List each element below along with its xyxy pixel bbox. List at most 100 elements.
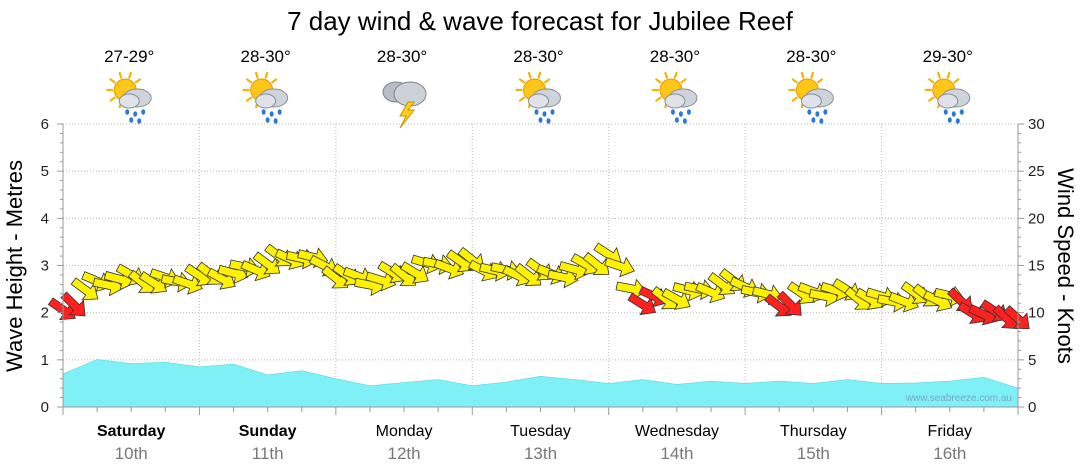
plot-area bbox=[63, 123, 1018, 408]
wind-arrow-strong bbox=[627, 292, 657, 316]
wind-arrow bbox=[70, 277, 99, 301]
right-axis-tick-label: 25 bbox=[1028, 163, 1045, 180]
day-name-label: Saturday bbox=[97, 423, 166, 440]
sun-ray bbox=[791, 78, 798, 84]
sun-cloud-rain-icon bbox=[242, 71, 289, 124]
chart-title: 7 day wind & wave forecast for Jubilee R… bbox=[287, 6, 794, 36]
left-axis-tick-label: 1 bbox=[41, 352, 49, 369]
sun-ray bbox=[271, 78, 278, 84]
wind-arrow bbox=[582, 251, 610, 276]
rain-drop bbox=[273, 118, 278, 124]
day-date-label: 13th bbox=[524, 444, 557, 463]
left-axis-tick-label: 6 bbox=[41, 116, 49, 133]
sun-cloud-rain-icon bbox=[924, 71, 971, 124]
right-axis-tick-label: 15 bbox=[1028, 258, 1045, 275]
left-axis-tick-label: 4 bbox=[41, 210, 49, 227]
cloud-shape bbox=[937, 93, 959, 109]
right-axis-tick-label: 0 bbox=[1028, 399, 1036, 416]
rain-drop bbox=[129, 117, 134, 123]
rain-drop bbox=[674, 117, 679, 123]
wind-arrow bbox=[399, 261, 429, 284]
rain-drop bbox=[277, 109, 282, 115]
temperature-range: 28-30° bbox=[650, 47, 700, 66]
rain-drop bbox=[269, 111, 274, 117]
wind-arrow bbox=[695, 282, 726, 304]
rain-drop bbox=[943, 109, 948, 115]
rain-drop bbox=[678, 111, 683, 117]
sun-ray bbox=[791, 96, 798, 102]
temperature-range: 28-30° bbox=[786, 47, 836, 66]
wind-arrow bbox=[433, 258, 465, 280]
rain-drop bbox=[947, 117, 952, 123]
sun-ray bbox=[680, 78, 687, 84]
sun-ray bbox=[953, 78, 960, 84]
rain-drop bbox=[823, 109, 828, 115]
rain-drop bbox=[682, 118, 687, 124]
sun-ray bbox=[245, 78, 253, 84]
rain-drop bbox=[807, 109, 812, 115]
temperature-range: 28-30° bbox=[513, 47, 563, 66]
rain-drop bbox=[819, 118, 824, 124]
sun-ray bbox=[673, 71, 678, 79]
rain-drop bbox=[538, 117, 543, 123]
sun-ray bbox=[928, 78, 935, 84]
sun-ray bbox=[134, 78, 141, 84]
temperature-range: 27-29° bbox=[104, 47, 154, 66]
credit-text: www.seabreeze.com.au bbox=[905, 393, 1012, 404]
right-axis-tick-label: 5 bbox=[1028, 352, 1036, 369]
day-name-label: Sunday bbox=[239, 423, 297, 440]
wind-arrow bbox=[514, 262, 542, 286]
wind-arrow bbox=[604, 256, 635, 278]
rain-drop bbox=[959, 109, 964, 115]
sun-ray bbox=[543, 78, 551, 84]
cloud-shape bbox=[528, 93, 549, 109]
rain-drop bbox=[534, 109, 539, 115]
temperature-range: 29-30° bbox=[923, 47, 973, 66]
wave-height-fill bbox=[62, 359, 1019, 408]
day-date-label: 15th bbox=[797, 444, 830, 463]
rain-drop bbox=[811, 117, 816, 123]
sun-ray bbox=[254, 71, 259, 79]
left-axis-title: Wave Height - Metres bbox=[2, 160, 27, 372]
right-axis-tick-label: 10 bbox=[1028, 305, 1045, 322]
left-axis-tick-label: 0 bbox=[41, 399, 49, 416]
right-axis-tick-label: 20 bbox=[1028, 210, 1045, 227]
wind-arrow bbox=[888, 291, 919, 313]
temperature-range: 28-30° bbox=[377, 47, 427, 66]
rain-drop bbox=[261, 109, 266, 115]
wave-height-area bbox=[62, 359, 1019, 408]
cloud-shape bbox=[118, 93, 140, 109]
sun-ray bbox=[937, 71, 941, 79]
rain-drop bbox=[265, 117, 270, 123]
lightning-bolt bbox=[399, 101, 416, 129]
sun-ray bbox=[109, 96, 116, 102]
sun-ray bbox=[264, 71, 269, 79]
sun-ray bbox=[128, 71, 132, 79]
sun-ray bbox=[664, 71, 669, 79]
storm-cloud-icon bbox=[382, 81, 427, 129]
wind-arrow bbox=[615, 278, 647, 300]
day-date-label: 14th bbox=[660, 444, 693, 463]
wind-arrow bbox=[547, 267, 579, 289]
left-axis-tick-label: 3 bbox=[41, 258, 49, 275]
wind-arrow-strong bbox=[776, 290, 802, 316]
left-axis-tick-label: 2 bbox=[41, 305, 49, 322]
wind-arrow bbox=[365, 270, 397, 292]
wind-arrows bbox=[47, 242, 1030, 330]
sun-ray bbox=[655, 96, 662, 102]
sun-ray bbox=[810, 71, 815, 79]
day-name-label: Tuesday bbox=[510, 423, 571, 440]
day-date-label: 11th bbox=[252, 444, 284, 463]
wind-arrow-strong bbox=[47, 297, 76, 321]
wind-arrow bbox=[206, 267, 236, 290]
sun-cloud-rain-icon bbox=[106, 71, 152, 124]
sun-ray bbox=[118, 71, 123, 79]
sun-cloud-rain-icon bbox=[515, 71, 561, 124]
sun-ray bbox=[527, 71, 532, 79]
sun-ray bbox=[537, 71, 542, 79]
cloud-shape bbox=[255, 93, 277, 109]
sun-ray bbox=[655, 78, 662, 84]
day-name-label: Monday bbox=[376, 423, 433, 440]
sun-ray bbox=[928, 96, 935, 102]
